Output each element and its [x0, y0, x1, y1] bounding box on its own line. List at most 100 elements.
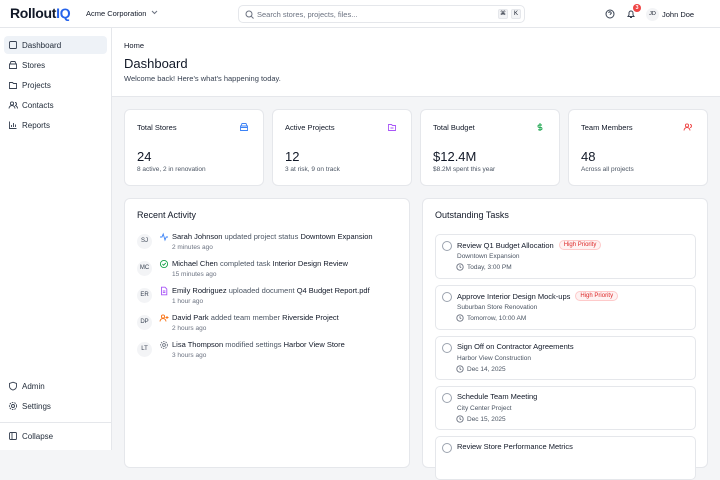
- org-switcher[interactable]: Acme Corporation: [86, 9, 158, 18]
- welcome-text: Welcome back! Here's what's happening to…: [124, 74, 281, 83]
- clock-icon: [456, 415, 464, 423]
- user-name[interactable]: John Doe: [662, 10, 695, 19]
- clock-icon: [456, 263, 464, 271]
- stat-card: Total Stores 24 8 active, 2 in renovation: [124, 109, 264, 186]
- breadcrumb[interactable]: Home: [124, 41, 145, 50]
- nav-icon: [9, 381, 17, 391]
- page-title: Dashboard: [124, 56, 188, 71]
- task-title: Approve Interior Design Mock-ups: [457, 291, 571, 301]
- task-checkbox[interactable]: [442, 241, 452, 251]
- nav-item[interactable]: Stores: [4, 56, 107, 74]
- avatar: ER: [137, 288, 152, 303]
- task-item[interactable]: Sign Off on Contractor Agreements Harbor …: [435, 336, 696, 380]
- activity-action: uploaded document: [228, 286, 295, 295]
- tasks-card: Outstanding Tasks Review Q1 Budget Alloca…: [422, 198, 708, 480]
- avatar: LT: [137, 342, 152, 357]
- brand-accent: IQ: [56, 5, 71, 21]
- stat-value: 24: [137, 149, 152, 164]
- activity-target[interactable]: Harbor View Store: [283, 340, 345, 349]
- nav-label: Admin: [22, 381, 45, 391]
- stat-note: 8 active, 2 in renovation: [137, 166, 206, 173]
- avatar: SJ: [137, 234, 152, 249]
- task-checkbox[interactable]: [442, 393, 452, 403]
- task-head: Review Q1 Budget Allocation High Priority: [457, 240, 602, 250]
- avatar: MC: [137, 261, 152, 276]
- task-due: Dec 14, 2025: [467, 366, 506, 373]
- task-checkbox[interactable]: [442, 343, 452, 353]
- stat-value: 12: [285, 149, 300, 164]
- notification-badge: 3: [633, 4, 641, 12]
- collapse-button[interactable]: Collapse: [4, 427, 107, 445]
- divider: [0, 422, 111, 423]
- nav-icon: [9, 82, 17, 89]
- activity-target[interactable]: Downtown Expansion: [300, 232, 373, 241]
- shortcut-key: K: [511, 9, 521, 19]
- brand[interactable]: RolloutIQ: [10, 5, 71, 21]
- org-name: Acme Corporation: [86, 9, 147, 18]
- stat-note: 3 at risk, 9 on track: [285, 166, 340, 173]
- nav-item[interactable]: Contacts: [4, 96, 107, 114]
- activity-time: 3 hours ago: [172, 352, 207, 359]
- task-item[interactable]: Review Q1 Budget Allocation High Priority…: [435, 234, 696, 279]
- activity-icon: [161, 286, 168, 296]
- activity-target[interactable]: Riverside Project: [282, 313, 339, 322]
- stat-label: Total Budget: [433, 123, 475, 132]
- activity-user: Michael Chen: [172, 259, 218, 268]
- nav-label: Reports: [22, 120, 51, 130]
- task-item[interactable]: Approve Interior Design Mock-ups High Pri…: [435, 285, 696, 330]
- bell-icon[interactable]: [626, 9, 636, 19]
- search-placeholder: Search stores, projects, files...: [257, 10, 358, 19]
- clock-icon: [456, 314, 464, 322]
- nav-item[interactable]: Dashboard: [4, 36, 107, 54]
- search-box[interactable]: Search stores, projects, files... ⌘ K: [238, 5, 525, 23]
- priority-badge: High Priority: [575, 291, 619, 301]
- search-icon: [245, 10, 254, 19]
- task-project: City Center Project: [457, 405, 512, 412]
- activity-time: 1 hour ago: [172, 298, 204, 305]
- section-title: Recent Activity: [137, 210, 197, 220]
- task-due: Dec 15, 2025: [467, 416, 506, 423]
- stat-icon: [240, 123, 248, 131]
- task-title: Review Q1 Budget Allocation: [457, 240, 554, 250]
- nav-icon: [8, 401, 18, 411]
- nav-item[interactable]: Admin: [4, 377, 107, 395]
- activity-time: 2 hours ago: [172, 325, 207, 332]
- task-checkbox[interactable]: [442, 292, 452, 302]
- task-item[interactable]: Review Store Performance Metrics: [435, 436, 696, 480]
- activity-user: Lisa Thompson: [172, 340, 224, 349]
- activity-target[interactable]: Interior Design Review: [272, 259, 348, 268]
- nav-label: Projects: [22, 80, 51, 90]
- section-title: Outstanding Tasks: [435, 210, 509, 220]
- nav-item[interactable]: Projects: [4, 76, 107, 94]
- activity-action: updated project status: [224, 232, 299, 241]
- nav-label: Collapse: [22, 431, 54, 441]
- activity-icon: [159, 314, 169, 322]
- nav-item[interactable]: Reports: [4, 116, 107, 134]
- avatar: DP: [137, 315, 152, 330]
- task-checkbox[interactable]: [442, 443, 452, 453]
- task-head: Sign Off on Contractor Agreements: [457, 342, 574, 351]
- activity-target[interactable]: Q4 Budget Report.pdf: [296, 286, 370, 295]
- stat-label: Team Members: [581, 123, 633, 132]
- top-bar: RolloutIQ Acme Corporation Search stores…: [0, 0, 720, 28]
- activity-icon: [160, 341, 168, 349]
- task-title: Sign Off on Contractor Agreements: [457, 342, 574, 351]
- task-head: Review Store Performance Metrics: [457, 442, 573, 451]
- task-item[interactable]: Schedule Team Meeting City Center Project…: [435, 386, 696, 430]
- stat-value: 48: [581, 149, 596, 164]
- activity-icon: [159, 259, 169, 269]
- nav-label: Settings: [22, 401, 51, 411]
- collapse-icon: [9, 432, 17, 440]
- nav-item[interactable]: Settings: [4, 397, 107, 415]
- activity-user: David Park: [172, 313, 209, 322]
- activity-text: Emily Rodriguez uploaded document Q4 Bud…: [172, 286, 370, 295]
- activity-text: Sarah Johnson updated project status Dow…: [172, 232, 373, 241]
- help-icon[interactable]: [605, 9, 615, 19]
- nav-icon: [9, 121, 17, 129]
- nav-icon: [9, 61, 17, 69]
- avatar[interactable]: JD: [646, 8, 659, 21]
- activity-action: modified settings: [225, 340, 282, 349]
- stat-note: $8.2M spent this year: [433, 166, 496, 173]
- nav-label: Stores: [22, 60, 46, 70]
